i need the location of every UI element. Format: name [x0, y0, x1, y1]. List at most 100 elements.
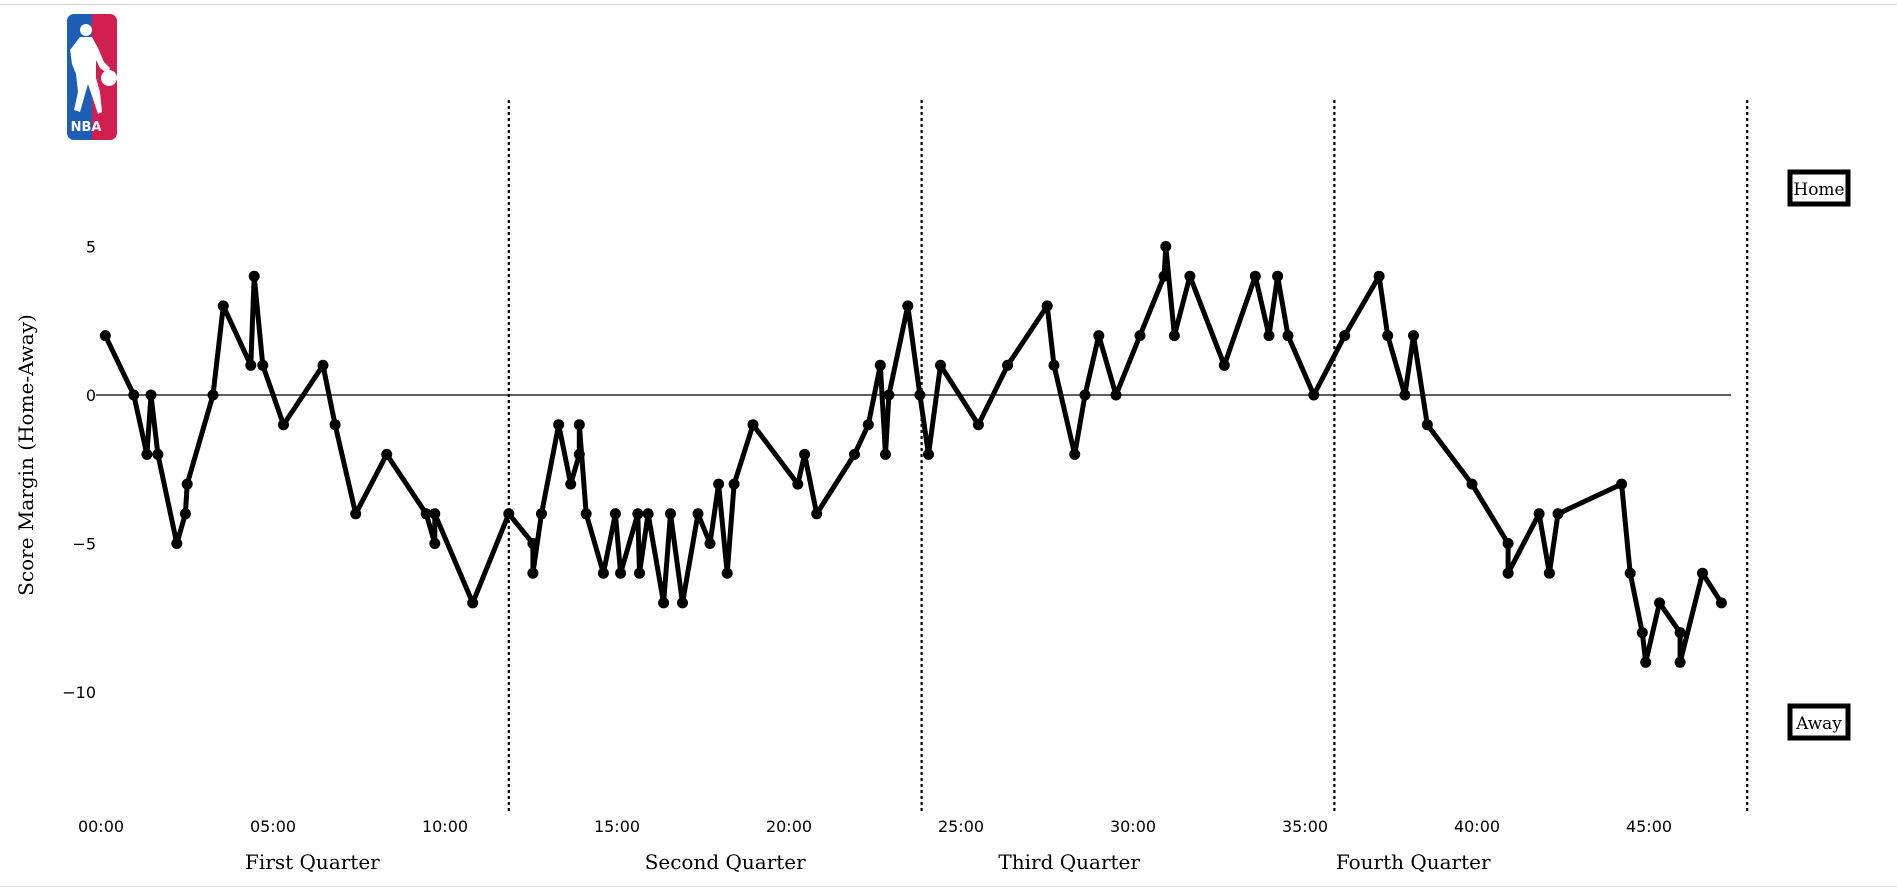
logo-text: NBA: [71, 120, 102, 135]
top-divider: [0, 4, 1897, 5]
bottom-divider: [0, 886, 1897, 887]
quarter-label: Fourth Quarter: [1336, 850, 1491, 874]
data-point: [527, 567, 539, 579]
x-tick-label: 10:00: [422, 817, 468, 836]
data-point: [467, 597, 479, 609]
quarter-labels: First Quarter Second Quarter Third Quarter…: [245, 850, 1491, 874]
data-point: [1616, 478, 1628, 490]
data-point: [914, 389, 926, 401]
data-point: [503, 508, 515, 520]
x-tick-label: 40:00: [1454, 817, 1500, 836]
data-point: [632, 508, 644, 520]
data-point: [1373, 270, 1385, 282]
data-point: [1408, 330, 1419, 342]
data-point: [597, 567, 609, 579]
legend-home-box: [1787, 169, 1851, 207]
data-point: [972, 419, 984, 431]
data-point: [429, 508, 441, 520]
data-point: [99, 330, 111, 342]
data-point: [1399, 389, 1411, 401]
data-point: [1697, 567, 1708, 579]
data-point: [902, 300, 914, 312]
data-point: [1466, 478, 1478, 490]
data-point: [1041, 300, 1053, 312]
data-point: [862, 419, 874, 431]
data-point: [1308, 389, 1320, 401]
x-tick-label: 05:00: [250, 817, 296, 836]
data-point: [874, 359, 886, 371]
data-point: [1543, 567, 1555, 579]
data-point: [1093, 330, 1105, 342]
y-tick-label: −10: [62, 683, 96, 702]
y-axis-title: Score Margin (Home-Away): [14, 314, 38, 596]
data-point: [849, 448, 860, 460]
x-tick-labels: 00:00 05:00 10:00 15:00 20:00 25:00 30:00 35:00…: [78, 817, 1672, 836]
data-point: [179, 508, 191, 520]
data-point: [721, 567, 733, 579]
x-tick-label: 25:00: [938, 817, 984, 836]
logo-player-silhouette-icon: [70, 24, 117, 114]
data-point: [1002, 359, 1014, 371]
data-point: [1654, 597, 1665, 609]
x-tick-label: 20:00: [766, 817, 812, 836]
data-point: [207, 389, 219, 401]
data-point: [329, 419, 341, 431]
data-point: [713, 478, 725, 490]
legend-home: Home: [1787, 169, 1851, 207]
data-point: [152, 448, 164, 460]
score-margin-line: [102, 244, 1724, 665]
data-point: [145, 389, 157, 401]
data-point: [792, 478, 804, 490]
data-point: [248, 270, 260, 282]
data-point: [573, 419, 585, 431]
data-point: [350, 508, 362, 520]
data-point: [1552, 508, 1564, 520]
data-point: [1069, 448, 1081, 460]
y-tick-label: 5: [86, 238, 96, 257]
data-point: [642, 508, 654, 520]
quarter-boundaries: [507, 100, 1749, 812]
data-point: [692, 508, 704, 520]
legend-away-label: Away: [1795, 714, 1842, 734]
data-point: [1382, 330, 1394, 342]
data-point: [747, 419, 759, 431]
data-point: [1339, 330, 1351, 342]
data-point: [1272, 270, 1284, 282]
data-point: [536, 508, 547, 520]
quarter-label: Third Quarter: [998, 850, 1140, 874]
data-point: [1502, 538, 1514, 549]
data-point: [1079, 389, 1091, 401]
data-point: [245, 359, 257, 371]
x-tick-label: 30:00: [1110, 817, 1156, 836]
data-point: [381, 448, 393, 460]
data-point: [420, 508, 432, 520]
quarter-label: First Quarter: [245, 850, 380, 874]
quarter-label: Second Quarter: [645, 850, 806, 874]
data-point: [935, 359, 946, 371]
data-point: [704, 538, 716, 549]
data-point: [527, 538, 539, 549]
data-point: [565, 478, 577, 490]
data-point: [257, 359, 269, 371]
y-tick-labels: 5 0 −5 −10: [62, 238, 96, 703]
data-point: [573, 448, 585, 460]
x-tick-label: 00:00: [78, 817, 124, 836]
data-point: [728, 478, 740, 490]
data-point: [677, 597, 688, 609]
x-tick-label: 45:00: [1626, 817, 1672, 836]
x-tick-label: 35:00: [1282, 817, 1328, 836]
data-point: [1263, 330, 1275, 342]
legend-away: Away: [1787, 703, 1851, 741]
data-point: [1533, 508, 1545, 520]
data-point: [1674, 627, 1686, 639]
data-point: [278, 419, 289, 431]
data-point: [429, 538, 441, 549]
data-point: [217, 300, 229, 312]
data-point: [658, 597, 670, 609]
legend-home-label: Home: [1793, 180, 1844, 200]
data-point: [883, 389, 895, 401]
data-point: [1640, 656, 1652, 668]
data-point: [1249, 270, 1261, 282]
data-point: [1421, 419, 1433, 431]
